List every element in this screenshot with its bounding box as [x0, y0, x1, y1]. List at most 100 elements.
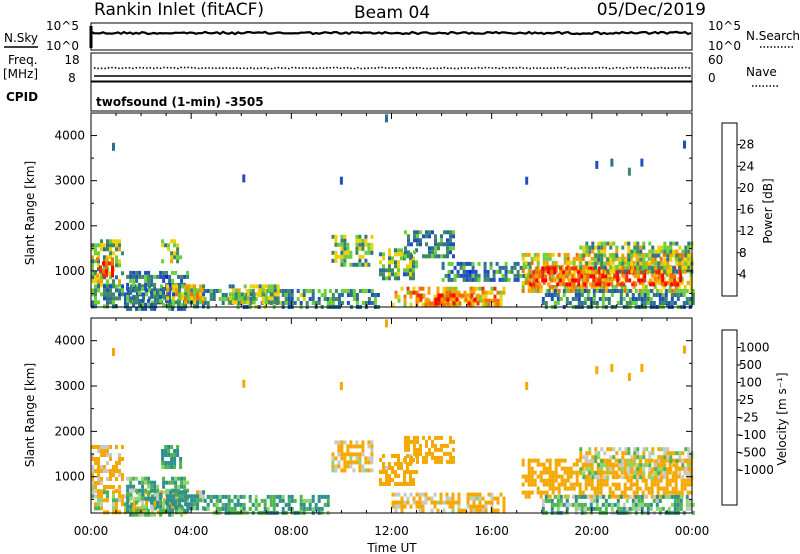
power-echo-cell — [442, 302, 446, 307]
velocity-echo-cell — [413, 435, 416, 440]
power-echo-cell — [607, 297, 611, 301]
power-echo-cell — [183, 302, 187, 307]
velocity-echo-cell — [424, 500, 428, 505]
power-echo-cell — [645, 265, 649, 270]
power-echo-cell — [397, 272, 400, 277]
power-echo-cell — [643, 297, 647, 301]
power-echo-cell — [121, 251, 124, 256]
velocity-echo-cell — [614, 482, 618, 487]
velocity-echo-cell — [554, 478, 558, 483]
velocity-echo-cell — [290, 498, 294, 503]
power-echo-cell — [562, 289, 566, 293]
velocity-echo-cell — [180, 476, 184, 481]
velocity-echo-cell — [132, 484, 136, 489]
velocity-echo-cell — [416, 447, 419, 452]
power-echo-cell — [144, 286, 148, 291]
velocity-echo-cell — [588, 447, 592, 452]
power-echo-cell — [553, 289, 557, 293]
velocity-echo-cell — [553, 502, 557, 507]
power-echo-cell — [135, 286, 139, 291]
velocity-echo-cell — [165, 488, 169, 493]
power-echo-cell — [237, 296, 241, 301]
velocity-colorbar-tick-label: -1000 — [739, 463, 774, 477]
power-echo-cell — [652, 301, 656, 305]
velocity-echo-cell — [100, 494, 103, 499]
power-echo-cell — [557, 288, 561, 293]
velocity-echo-cell — [407, 447, 410, 452]
velocity-echo-cell — [536, 486, 540, 491]
power-echo-cell — [556, 282, 560, 287]
power-echo-cell — [176, 247, 180, 252]
velocity-echo-cell — [478, 504, 482, 509]
velocity-echo-cell — [493, 496, 497, 501]
velocity-echo-cell — [643, 502, 647, 507]
velocity-echo-cell — [627, 451, 631, 456]
power-echo-cell — [437, 254, 440, 259]
power-echo-cell — [656, 280, 660, 285]
power-echo-cell — [115, 296, 118, 301]
power-echo-cell — [646, 293, 650, 297]
power-echo-cell — [403, 302, 407, 307]
power-echo-cell — [106, 288, 109, 293]
velocity-echo-cell — [548, 494, 552, 499]
velocity-echo-cell — [311, 498, 315, 503]
power-echo-cell — [130, 284, 133, 289]
power-echo-cell — [118, 259, 121, 264]
power-echo-cell — [670, 282, 674, 287]
power-echo-cell — [355, 293, 359, 297]
power-echo-cell — [281, 301, 285, 305]
power-echo-cell — [132, 278, 136, 283]
power-echo-cell — [627, 241, 631, 246]
velocity-echo-cell — [434, 447, 437, 452]
velocity-echo-cell — [343, 468, 347, 473]
power-echo-cell — [536, 288, 540, 293]
power-echo-cell — [407, 254, 410, 259]
velocity-echo-cell — [586, 506, 590, 511]
velocity-echo-cell — [109, 485, 112, 489]
power-echo-cell — [159, 270, 163, 275]
power-echo-cell — [181, 284, 185, 289]
power-echo-cell — [323, 293, 327, 297]
power-echo-cell — [394, 294, 398, 299]
power-echo-cell — [572, 288, 576, 293]
power-echo-cell — [651, 269, 655, 274]
power-echo-cell — [547, 293, 551, 297]
velocity-echo-cell — [582, 475, 586, 480]
power-echo-cell — [202, 300, 206, 305]
power-echo-cell — [161, 239, 165, 244]
velocity-echo-cell — [663, 471, 667, 476]
power-echo-cell — [97, 300, 100, 305]
power-echo-cell — [621, 253, 625, 258]
power-echo-cell — [603, 241, 607, 246]
power-echo-cell — [314, 301, 318, 305]
velocity-echo-cell — [404, 435, 407, 440]
power-echo-cell — [606, 241, 610, 246]
velocity-echo-cell — [173, 465, 177, 469]
power-echo-cell — [630, 249, 634, 254]
power-echo-cell — [109, 243, 112, 248]
power-echo-cell — [311, 297, 315, 301]
velocity-echo-cell — [394, 470, 397, 474]
velocity-echo-cell — [215, 494, 219, 499]
velocity-echo-cell — [355, 460, 359, 465]
velocity-echo-cell — [623, 490, 627, 495]
velocity-echo-cell — [215, 506, 219, 511]
power-echo-cell — [670, 301, 674, 305]
power-echo-cell — [427, 298, 431, 303]
power-echo-cell — [416, 297, 420, 302]
velocity-echo-cell — [660, 475, 664, 480]
velocity-echo-cell — [582, 463, 586, 468]
velocity-echo-cell — [190, 494, 194, 499]
velocity-echo-cell — [670, 494, 674, 499]
power-echo-cell — [355, 301, 359, 305]
power-echo-cell — [673, 301, 677, 305]
velocity-echo-cell — [160, 490, 163, 495]
velocity-echo-cell — [115, 489, 118, 493]
power-echo-cell — [484, 298, 488, 303]
velocity-echo-cell — [275, 494, 279, 499]
power-echo-cell — [467, 293, 471, 298]
power-echo-cell — [109, 251, 112, 256]
power-echo-cell — [551, 260, 555, 265]
power-echo-cell — [583, 289, 587, 293]
velocity-echo-cell — [118, 494, 121, 499]
